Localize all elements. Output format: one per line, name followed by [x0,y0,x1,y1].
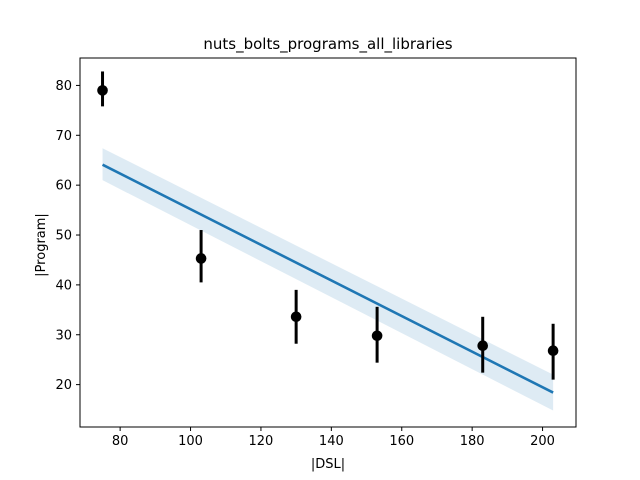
y-tick-label: 70 [55,129,72,144]
y-axis-label: |Program| [34,213,49,277]
data-point [97,85,108,96]
data-point [547,345,559,357]
x-axis-label: |DSL| [311,457,345,472]
y-tick-label: 60 [55,179,72,194]
x-tick-label: 140 [319,434,344,449]
x-tick-label: 200 [530,434,555,449]
regression-line [101,163,554,394]
y-tick-label: 80 [55,79,72,94]
y-tick-label: 20 [55,378,72,393]
y-tick-label: 40 [55,278,72,293]
x-tick-label: 180 [460,434,485,449]
x-tick-label: 80 [112,434,129,449]
data-point [290,311,302,323]
plot-area: 80 100 120 140 160 180 200 20 30 40 50 60 70 80 [55,57,577,449]
data-point [477,340,489,352]
axes-frame [79,57,577,428]
data-point [195,253,207,264]
y-tick-label: 50 [55,229,72,244]
x-tick-label: 160 [389,434,414,449]
y-tick-label: 30 [55,328,72,343]
x-tick-label: 120 [249,434,274,449]
data-point [371,330,383,342]
x-tick-label: 100 [178,434,203,449]
chart-title: nuts_bolts_programs_all_libraries [203,35,452,54]
